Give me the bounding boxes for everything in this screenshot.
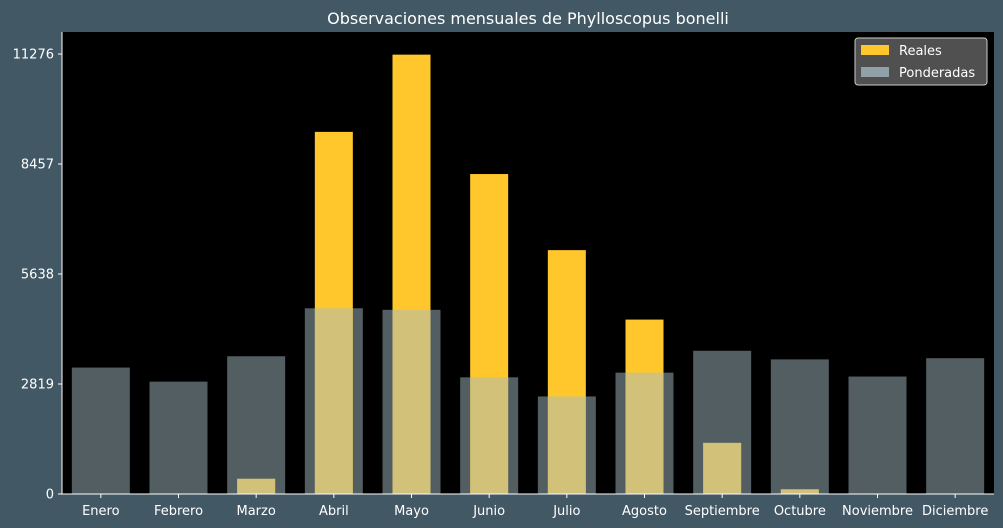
overlay-agosto bbox=[625, 372, 664, 494]
x-tick-label: Febrero bbox=[154, 504, 203, 519]
y-axis: 0 2819 5638 8457 11276 bbox=[13, 32, 63, 503]
legend-label-reales: Reales bbox=[899, 44, 942, 59]
y-tick-label: 2819 bbox=[21, 378, 54, 393]
x-tick-label: Julio bbox=[552, 504, 580, 519]
x-tick-label: Junio bbox=[472, 504, 505, 519]
weighted-bars-overlay bbox=[237, 308, 819, 494]
y-tick-label: 0 bbox=[46, 488, 54, 503]
y-tick-label: 11276 bbox=[13, 48, 54, 63]
y-tick-label: 5638 bbox=[21, 268, 54, 283]
overlay-septiembre bbox=[703, 442, 742, 494]
x-tick-label: Octubre bbox=[774, 504, 826, 519]
legend-swatch-reales bbox=[861, 45, 889, 55]
bar-ponderadas-febrero bbox=[149, 381, 208, 494]
x-tick-label: Enero bbox=[82, 504, 120, 519]
bar-ponderadas-enero bbox=[71, 367, 130, 494]
plot-area bbox=[62, 32, 994, 494]
x-tick-label: Abril bbox=[319, 504, 349, 519]
chart-title: Observaciones mensuales de Phylloscopus … bbox=[327, 9, 729, 28]
overlay-abril bbox=[314, 308, 353, 494]
legend-swatch-ponderadas bbox=[861, 67, 889, 77]
x-tick-label: Septiembre bbox=[685, 504, 760, 519]
x-tick-label: Mayo bbox=[394, 504, 429, 519]
x-axis: Enero Febrero Marzo Abril Mayo Junio Julio Agos… bbox=[62, 493, 994, 519]
x-tick-label: Noviembre bbox=[842, 504, 913, 519]
bar-ponderadas-octubre bbox=[770, 359, 829, 494]
x-tick-label: Diciembre bbox=[922, 504, 988, 519]
y-tick-label: 8457 bbox=[21, 158, 54, 173]
overlay-mayo bbox=[392, 309, 431, 494]
overlay-junio bbox=[470, 377, 509, 494]
x-tick-label: Marzo bbox=[237, 504, 276, 519]
bar-ponderadas-marzo bbox=[227, 356, 286, 494]
bar-ponderadas-noviembre bbox=[848, 376, 907, 494]
overlay-octubre bbox=[780, 489, 819, 494]
bar-ponderadas-diciembre bbox=[926, 358, 985, 494]
x-tick-label: Agosto bbox=[622, 504, 667, 519]
overlay-marzo bbox=[237, 478, 276, 494]
legend-label-ponderadas: Ponderadas bbox=[899, 66, 975, 81]
overlay-julio bbox=[547, 396, 586, 494]
legend: Reales Ponderadas bbox=[854, 37, 988, 86]
